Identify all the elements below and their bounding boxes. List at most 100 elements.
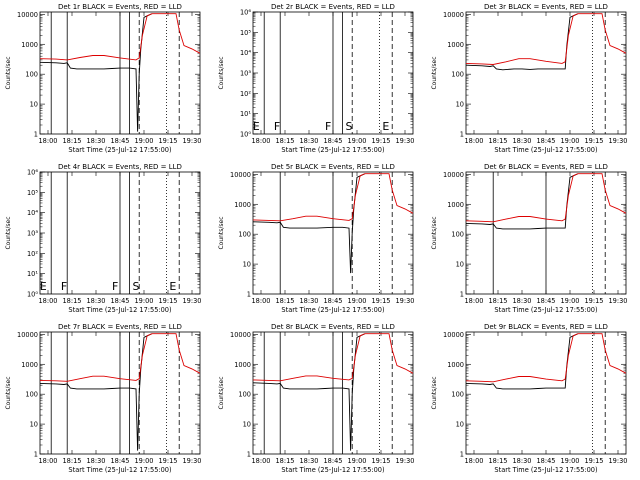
x-tick-label: 19:15 [584,137,603,145]
y-tick-label: 10⁴ [240,49,251,57]
y-tick-label: 10⁰ [240,131,251,139]
x-tick-label: 18:00 [38,137,57,145]
panel-8: Det 8r BLACK = Events, RED = LLD 18:00 18:… [218,323,415,474]
x-tick-label: 18:15 [488,297,507,305]
series-lld [466,13,626,65]
y-tick-label: 10³ [240,70,251,78]
panel-6: Det 6r BLACK = Events, RED = LLD 18:00 18:… [431,163,628,314]
y-tick-label: 1 [460,291,464,299]
y-tick-label: 100 [25,391,38,399]
panel-title: Det 3r BLACK = Events, RED = LLD [484,3,608,11]
x-tick-label: 19:15 [158,297,177,305]
y-axis-label: Counts/sec [431,56,438,89]
x-tick-label: 18:30 [299,457,318,465]
panel-9: Det 9r BLACK = Events, RED = LLD 18:00 18:… [431,323,628,474]
y-tick-label: 10 [30,421,38,429]
x-axis-label: Start Time (25-Jul-12 17:55:00) [281,466,384,474]
panel-title: Det 4r BLACK = Events, RED = LLD [58,163,182,171]
x-tick-label: 18:15 [488,137,507,145]
x-tick-label: 18:30 [512,297,531,305]
panel-title: Det 2r BLACK = Events, RED = LLD [271,3,395,11]
y-tick-label: 10 [456,421,464,429]
x-tick-label: 19:00 [134,297,153,305]
state-marker: F [274,120,280,133]
x-tick-label: 19:00 [347,137,366,145]
series-events [466,13,579,71]
y-tick-label: 10000 [443,171,464,179]
y-tick-label: 10² [27,250,38,258]
x-tick-label: 18:30 [299,297,318,305]
x-axis-label: Start Time (25-Jul-12 17:55:00) [494,306,597,314]
x-axis-label: Start Time (25-Jul-12 17:55:00) [281,306,384,314]
y-axis-label: Counts/sec [5,56,12,89]
series-lld [253,173,413,222]
panel-3: Det 3r BLACK = Events, RED = LLD 18:00 18:… [431,3,628,154]
x-tick-label: 19:00 [134,137,153,145]
y-axis-label: Counts/sec [218,376,225,409]
series-lld [466,333,626,383]
y-tick-label: 1000 [447,41,464,49]
state-marker: F [325,120,331,133]
state-marker: E [382,120,389,133]
x-tick-label: 19:00 [134,457,153,465]
panel-title: Det 5r BLACK = Events, RED = LLD [271,163,395,171]
y-axis-label: Counts/sec [431,376,438,409]
x-tick-label: 18:15 [275,297,294,305]
y-tick-label: 1 [34,131,38,139]
x-tick-label: 18:15 [275,137,294,145]
x-tick-label: 18:45 [536,137,555,145]
x-tick-label: 19:00 [560,457,579,465]
y-tick-label: 10⁴ [27,209,38,217]
y-tick-label: 1000 [21,361,38,369]
y-axis-label: Counts/sec [218,216,225,249]
y-tick-label: 10⁶ [27,169,38,177]
y-tick-label: 100 [451,71,464,79]
y-tick-label: 1000 [21,41,38,49]
y-tick-label: 10¹ [240,110,251,118]
x-tick-label: 18:00 [251,457,270,465]
y-tick-label: 10¹ [27,270,38,278]
x-tick-label: 18:45 [536,457,555,465]
y-tick-label: 1 [460,451,464,459]
x-tick-label: 18:45 [536,297,555,305]
x-tick-label: 19:30 [182,457,201,465]
y-axis-label: Counts/sec [218,56,225,89]
y-axis-label: Counts/sec [5,216,12,249]
x-tick-label: 18:00 [251,137,270,145]
x-tick-label: 18:15 [62,137,81,145]
x-tick-label: 19:30 [182,297,201,305]
x-tick-label: 18:00 [38,457,57,465]
plot-frame [465,331,627,455]
series-lld [40,333,200,382]
x-tick-label: 19:00 [347,297,366,305]
y-tick-label: 100 [451,231,464,239]
y-axis-label: Counts/sec [5,376,12,409]
panel-2: Det 2r BLACK = Events, RED = LLD 18:00 18:… [218,3,415,154]
x-tick-label: 18:00 [38,297,57,305]
series-lld [253,333,413,382]
y-tick-label: 1 [460,131,464,139]
x-tick-label: 18:30 [512,457,531,465]
panel-title: Det 8r BLACK = Events, RED = LLD [271,323,395,331]
x-tick-label: 19:30 [395,137,414,145]
series-events [253,173,366,274]
x-tick-label: 18:30 [86,457,105,465]
x-axis-label: Start Time (25-Jul-12 17:55:00) [281,146,384,154]
x-tick-label: 18:15 [488,457,507,465]
series-events [253,333,366,451]
state-marker: E [169,280,176,293]
x-tick-label: 18:00 [464,457,483,465]
panel-5: Det 5r BLACK = Events, RED = LLD 18:00 18:… [218,163,415,314]
y-tick-label: 10⁶ [240,9,251,17]
x-tick-label: 19:15 [158,457,177,465]
x-tick-label: 18:30 [86,137,105,145]
y-tick-label: 1000 [447,361,464,369]
x-tick-label: 19:30 [395,297,414,305]
x-tick-label: 19:15 [371,457,390,465]
y-tick-label: 10000 [443,331,464,339]
x-tick-label: 18:45 [110,137,129,145]
state-marker: F [61,280,67,293]
series-lld [40,13,200,61]
y-tick-label: 100 [238,391,251,399]
y-tick-label: 1000 [447,201,464,209]
